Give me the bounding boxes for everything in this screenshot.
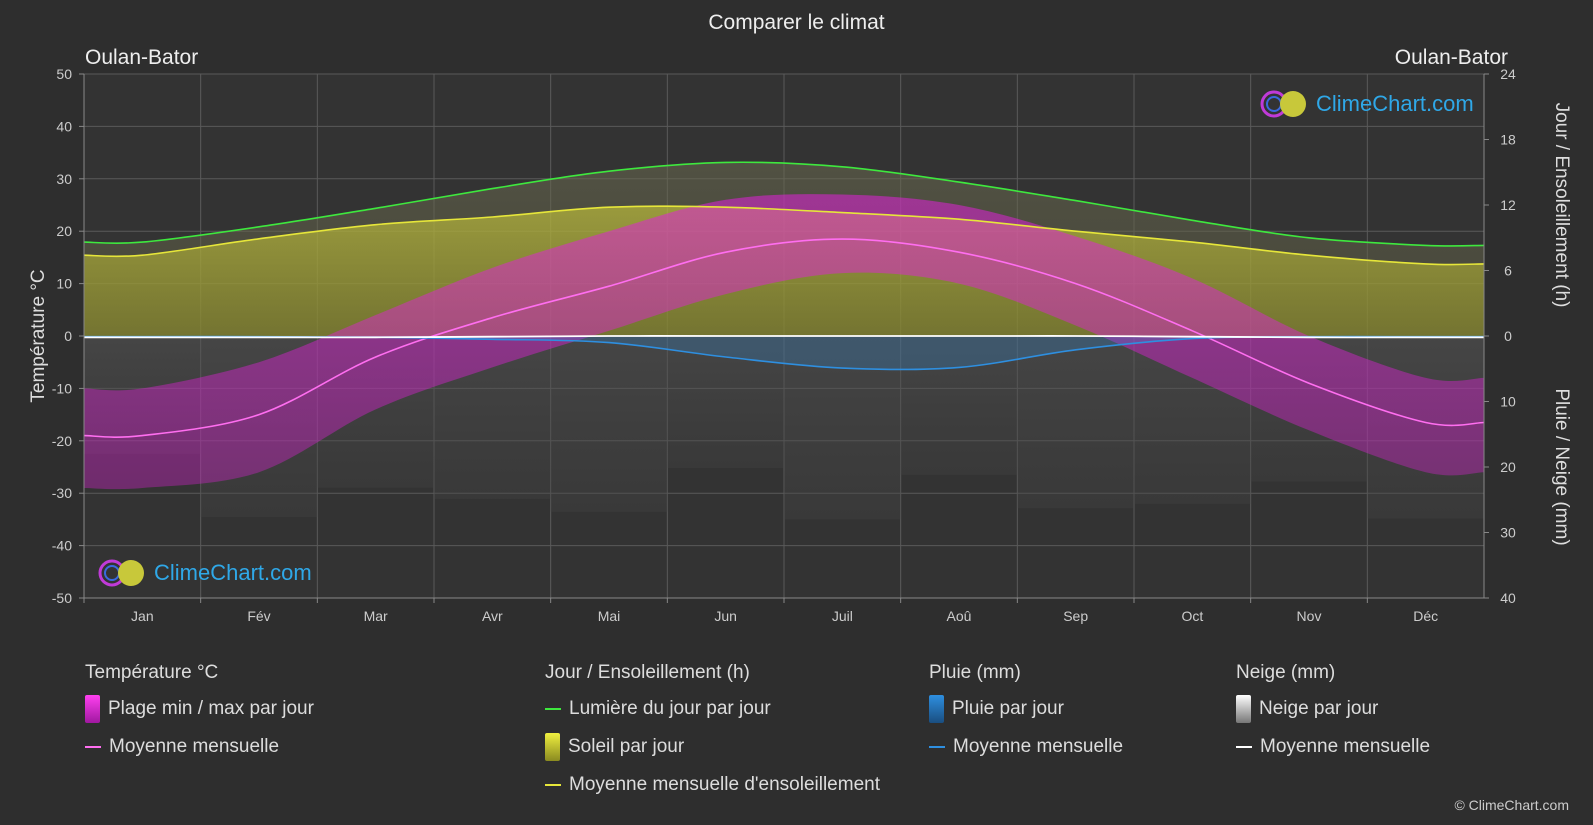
legend-temp-range-label: Plage min / max par jour: [108, 698, 314, 719]
month-label: Oct: [1181, 608, 1203, 624]
left-tick-label: -20: [52, 433, 72, 449]
legend-sunshine-mean-label: Moyenne mensuelle d'ensoleillement: [569, 774, 880, 795]
legend-snow: Neige (mm) Neige par jour Moyenne mensue…: [1236, 662, 1430, 766]
right-top-tick-label: 0: [1504, 328, 1512, 344]
climate-chart: 50 40 30 20 10 0 -10 -20 -30 -40 -50 24 18 12 6 0 10 20 3…: [28, 66, 1572, 624]
legend-sun: Jour / Ensoleillement (h) Lumière du jou…: [545, 662, 880, 804]
month-label: Mar: [364, 608, 388, 624]
right-bottom-tick-label: 30: [1500, 525, 1516, 541]
x-axis: Jan Fév Mar Avr Mai Jun Juil Aoû Sep Oct Nov Déc: [83, 597, 1484, 624]
right-axis-bottom-label: Pluie / Neige (mm): [1551, 388, 1572, 545]
right-top-tick-label: 18: [1500, 132, 1516, 148]
daylight-swatch: [545, 708, 561, 710]
precip-backdrop-bar: [550, 336, 668, 512]
legend-temp-mean: Moyenne mensuelle: [85, 728, 314, 766]
month-label: Jun: [714, 608, 737, 624]
location-right-label: Oulan-Bator: [1394, 46, 1508, 69]
month-label: Jan: [131, 608, 154, 624]
right-bottom-tick-label: 20: [1500, 459, 1516, 475]
month-label: Nov: [1297, 608, 1322, 624]
month-label: Aoû: [947, 608, 972, 624]
daylight-line: [83, 161, 1485, 247]
legend-snow-title: Neige (mm): [1236, 662, 1336, 683]
sunshine-swatch: [545, 733, 560, 761]
brand-logo-bottom: ClimeChart.com: [96, 558, 312, 588]
precip-backdrop-bar: [900, 336, 1018, 475]
month-label: Déc: [1413, 608, 1438, 624]
climechart-logo-icon: [98, 559, 144, 587]
month-label: Mai: [598, 608, 621, 624]
sunshine-mean-line: [83, 205, 1485, 266]
brand-text: ClimeChart.com: [1316, 91, 1474, 116]
left-tick-label: 40: [56, 118, 72, 134]
temperature-mean-line: [83, 238, 1485, 438]
snow-mean-line: [83, 335, 1484, 339]
temp-mean-swatch: [85, 746, 101, 748]
chart-title: Comparer le climat: [708, 11, 885, 34]
month-label: Sep: [1063, 608, 1088, 624]
legend-snow-mean: Moyenne mensuelle: [1236, 728, 1430, 766]
legend-rain-day: Pluie par jour: [929, 690, 1123, 728]
legend-daylight-label: Lumière du jour par jour: [569, 698, 771, 719]
temperature-range-band: [84, 194, 1484, 490]
legend-rain-mean-label: Moyenne mensuelle: [953, 736, 1124, 757]
series-lines: [83, 161, 1485, 438]
right-axis: 24 18 12 6 0 10 20 30 40: [1483, 66, 1516, 606]
right-bottom-tick-label: 10: [1500, 394, 1516, 410]
snow-mean-swatch: [1236, 746, 1252, 748]
legend-sunshine-mean: Moyenne mensuelle d'ensoleillement: [545, 766, 880, 804]
legend-daylight: Lumière du jour par jour: [545, 690, 880, 728]
right-top-tick-label: 6: [1504, 263, 1512, 279]
rain-area: [84, 336, 1484, 370]
rain-mean-swatch: [929, 746, 945, 748]
left-tick-label: -30: [52, 485, 72, 501]
temp-range-swatch: [85, 695, 100, 723]
legend-rain: Pluie (mm) Pluie par jour Moyenne mensue…: [929, 662, 1123, 766]
left-tick-label: -50: [52, 590, 72, 606]
legend-sunshine-label: Soleil par jour: [568, 736, 685, 757]
right-top-tick-label: 24: [1500, 66, 1516, 82]
series-areas: [84, 162, 1484, 520]
legend-temp-mean-label: Moyenne mensuelle: [109, 736, 280, 757]
legend-rain-mean: Moyenne mensuelle: [929, 728, 1123, 766]
legend-sun-title: Jour / Ensoleillement (h): [545, 662, 750, 683]
legend-rain-title: Pluie (mm): [929, 662, 1021, 683]
legend-snow-day: Neige par jour: [1236, 690, 1430, 728]
sunshine-mean-swatch: [545, 784, 561, 786]
left-tick-label: 50: [56, 66, 72, 82]
right-top-tick-label: 12: [1500, 197, 1516, 213]
month-label: Avr: [482, 608, 503, 624]
precip-backdrop-bar: [1017, 336, 1134, 509]
legend: Température °C Plage min / max par jour …: [0, 662, 1593, 812]
climechart-logo-icon: [1260, 90, 1306, 118]
legend-snow-day-label: Neige par jour: [1259, 698, 1379, 719]
left-axis: 50 40 30 20 10 0 -10 -20 -30 -40 -50: [52, 66, 85, 606]
legend-snow-mean-label: Moyenne mensuelle: [1260, 736, 1431, 757]
legend-sunshine: Soleil par jour: [545, 728, 880, 766]
month-label: Fév: [247, 608, 270, 624]
right-bottom-tick-label: 40: [1500, 590, 1516, 606]
precip-backdrop-bar: [667, 336, 784, 468]
legend-temperature: Température °C Plage min / max par jour …: [85, 662, 314, 766]
snow-swatch: [1236, 695, 1251, 723]
location-left-label: Oulan-Bator: [85, 46, 199, 69]
precip-backdrop-bar: [784, 336, 901, 520]
left-tick-label: -10: [52, 380, 72, 396]
right-axis-top-label: Jour / Ensoleillement (h): [1551, 103, 1572, 308]
legend-temperature-title: Température °C: [85, 662, 219, 683]
month-label: Juil: [832, 608, 853, 624]
copyright: © ClimeChart.com: [1454, 797, 1569, 813]
left-tick-label: 30: [56, 171, 72, 187]
rain-swatch: [929, 695, 944, 723]
legend-rain-day-label: Pluie par jour: [952, 698, 1064, 719]
left-tick-label: 20: [56, 223, 72, 239]
left-tick-label: -40: [52, 538, 72, 554]
left-axis-label: Température °C: [28, 269, 49, 402]
left-tick-label: 0: [64, 328, 72, 344]
legend-temp-range: Plage min / max par jour: [85, 690, 314, 728]
brand-text: ClimeChart.com: [154, 560, 312, 585]
left-tick-label: 10: [56, 276, 72, 292]
brand-logo-top: ClimeChart.com: [1258, 89, 1474, 119]
